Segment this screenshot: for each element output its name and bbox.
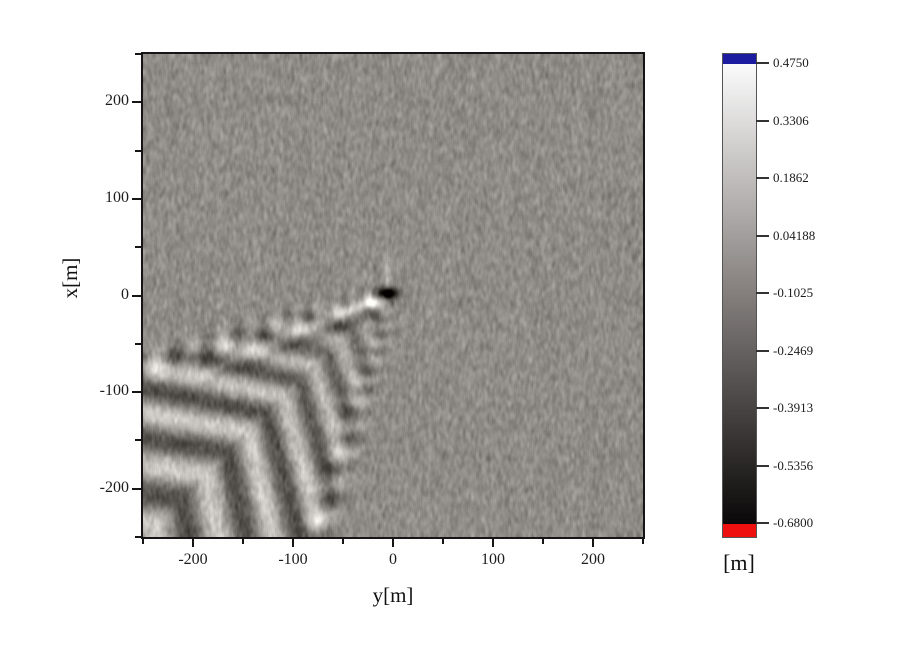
y-minor-tick (135, 439, 141, 441)
y-tick-label: 100 (67, 189, 129, 207)
y-tick-label: 0 (67, 286, 129, 304)
colorbar-tick (756, 120, 769, 122)
x-major-tick (292, 539, 294, 547)
x-tick-label: 100 (458, 551, 528, 569)
colorbar (722, 53, 757, 538)
colorbar-tick-label: -0.2469 (773, 344, 813, 358)
x-minor-tick (542, 539, 544, 544)
x-tick-label: 200 (558, 551, 628, 569)
x-major-tick (192, 539, 194, 547)
y-major-tick (132, 295, 141, 297)
colorbar-unit-label: [m] (712, 550, 766, 576)
colorbar-tick (756, 522, 769, 524)
y-tick-label: -200 (67, 479, 129, 497)
plot-frame (141, 52, 645, 539)
x-major-tick (592, 539, 594, 547)
colorbar-unit-text: [m] (723, 550, 755, 575)
x-axis-label: y[m] (143, 583, 643, 608)
x-minor-tick (242, 539, 244, 544)
colorbar-gradient (723, 64, 756, 524)
x-major-tick (392, 539, 394, 547)
x-tick-label: -100 (258, 551, 328, 569)
y-minor-tick (135, 246, 141, 248)
colorbar-tick (756, 407, 769, 409)
x-minor-tick (142, 539, 144, 544)
x-axis-label-text: y[m] (373, 583, 414, 607)
x-tick-label: -200 (158, 551, 228, 569)
colorbar-tick-label: -0.3913 (773, 401, 813, 415)
colorbar-tick (756, 350, 769, 352)
colorbar-tick (756, 177, 769, 179)
x-minor-tick (442, 539, 444, 544)
colorbar-over-cap (723, 54, 756, 64)
x-tick-label: 0 (358, 551, 428, 569)
colorbar-tick-label: -0.6800 (773, 516, 813, 530)
y-tick-label: -100 (67, 382, 129, 400)
y-major-tick (132, 391, 141, 393)
y-tick-label: 200 (67, 92, 129, 110)
colorbar-tick (756, 465, 769, 467)
y-minor-tick (135, 343, 141, 345)
y-minor-tick (135, 536, 141, 538)
colorbar-tick (756, 235, 769, 237)
y-major-tick (132, 101, 141, 103)
colorbar-under-cap (723, 524, 756, 537)
colorbar-tick (756, 62, 769, 64)
y-major-tick (132, 198, 141, 200)
y-minor-tick (135, 150, 141, 152)
colorbar-tick-label: -0.1025 (773, 286, 813, 300)
x-major-tick (492, 539, 494, 547)
colorbar-tick-label: 0.3306 (773, 114, 809, 128)
wake-figure: y[m] x[m] [m] -200 -100 0 100 200 200 100 0 -100… (0, 0, 900, 661)
colorbar-tick-label: -0.5356 (773, 459, 813, 473)
colorbar-tick (756, 292, 769, 294)
colorbar-tick-label: 0.1862 (773, 171, 809, 185)
x-minor-tick (642, 539, 644, 544)
y-minor-tick (135, 53, 141, 55)
x-minor-tick (342, 539, 344, 544)
colorbar-tick-label: 0.4750 (773, 56, 809, 70)
colorbar-tick-label: 0.04188 (773, 229, 815, 243)
wake-heatmap-canvas (143, 54, 643, 537)
y-major-tick (132, 488, 141, 490)
